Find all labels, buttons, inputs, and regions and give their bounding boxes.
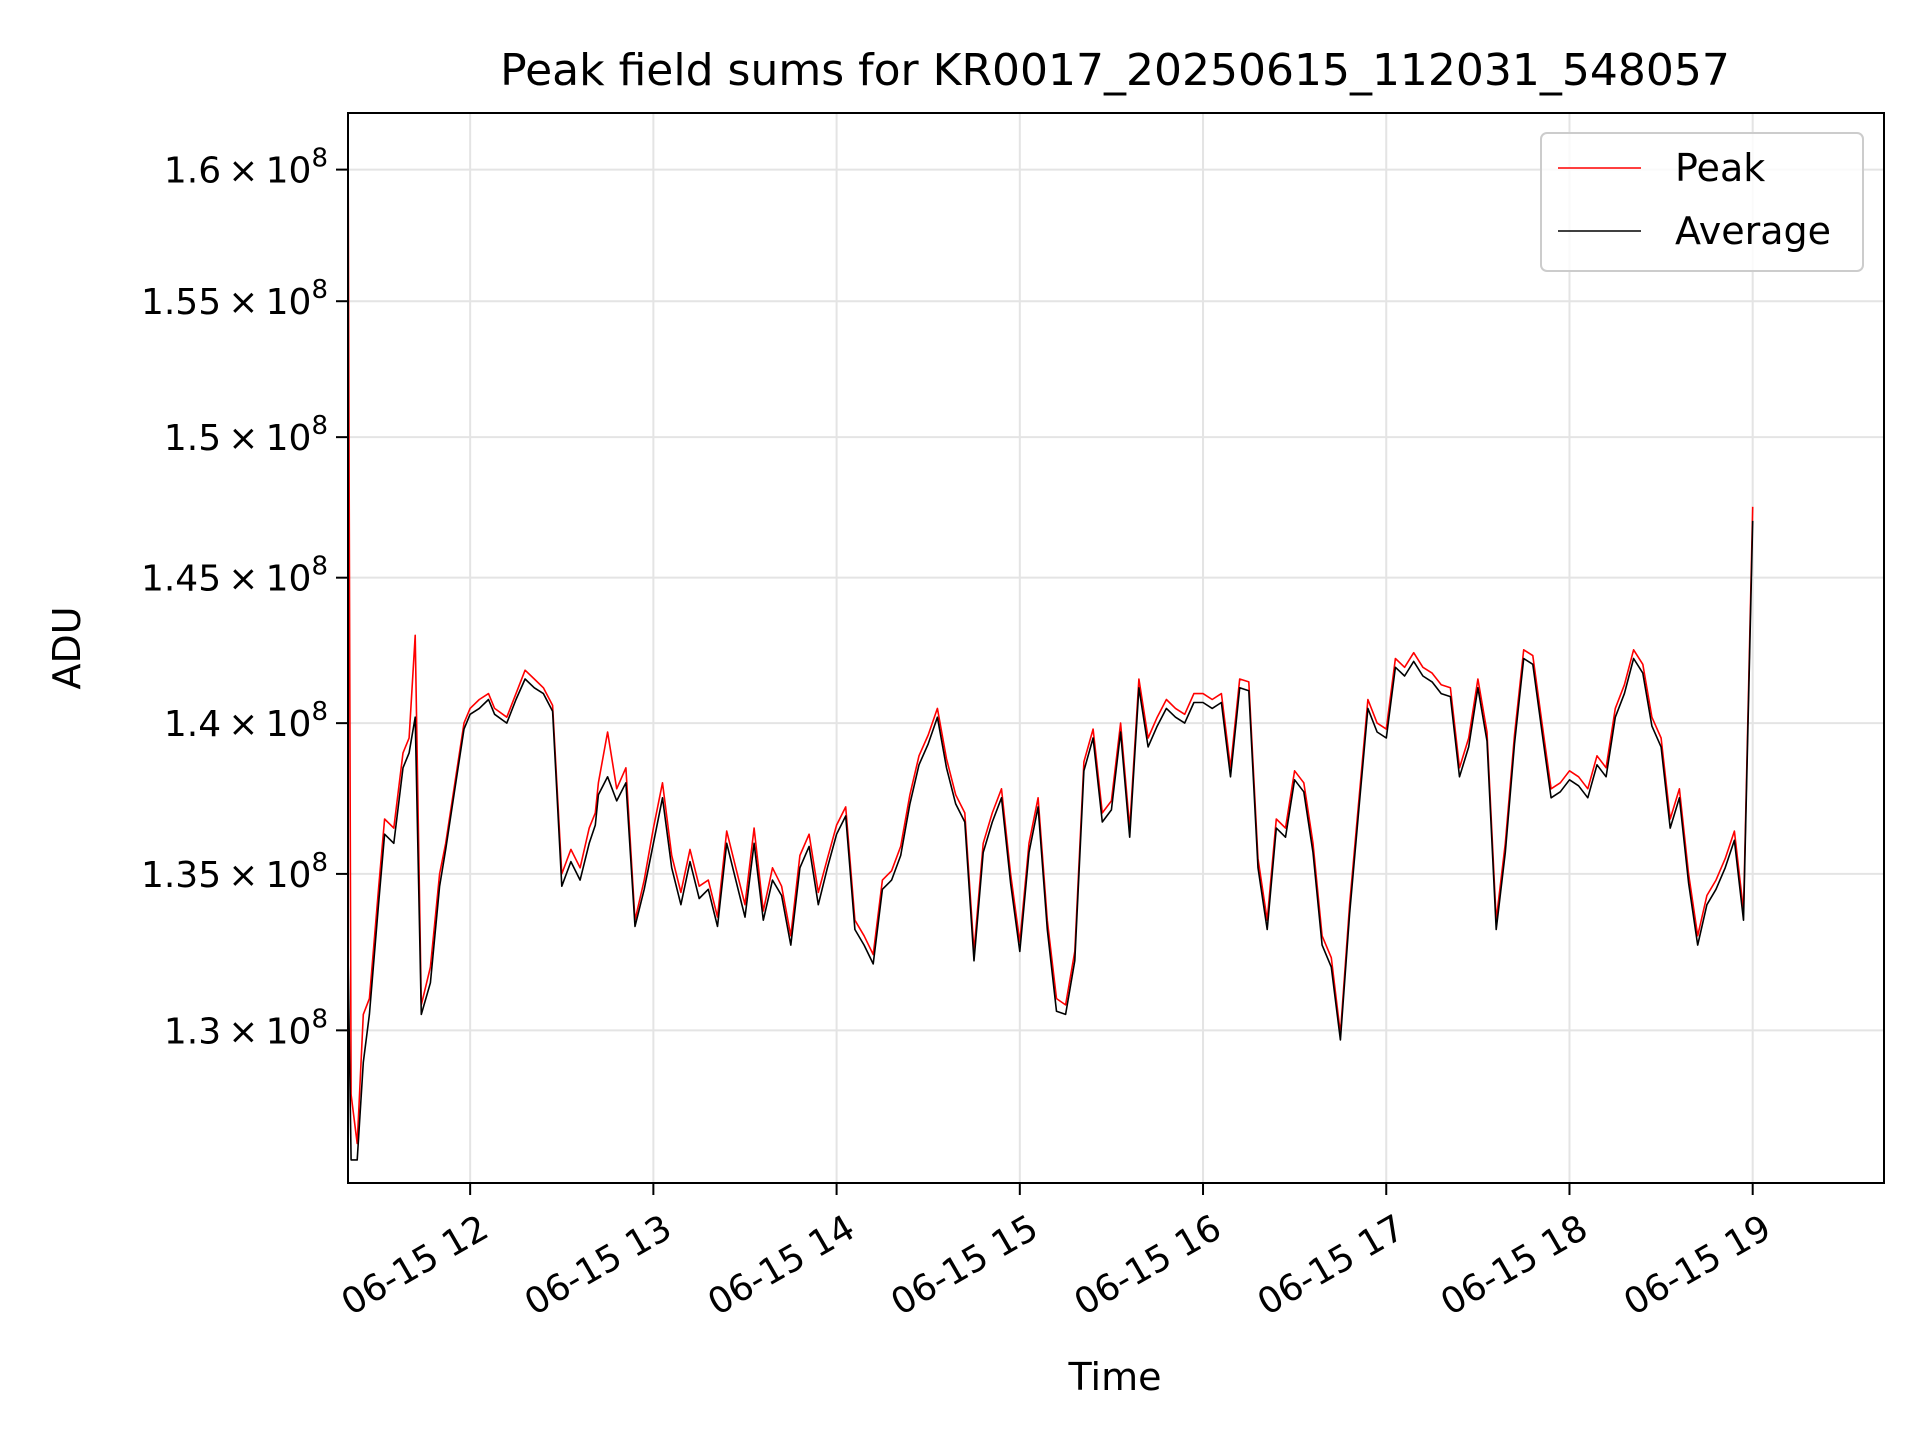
y-axis-label: ADU	[45, 606, 89, 689]
y-tick-label: 1.55 × 108	[141, 275, 328, 323]
plot-frame	[347, 112, 1885, 1184]
x-axis-label: Time	[1068, 1355, 1162, 1399]
y-tick-label: 1.3 × 108	[164, 1004, 328, 1052]
y-tick-label: 1.6 × 108	[164, 144, 328, 192]
grid	[348, 113, 1884, 1183]
y-tick-label: 1.45 × 108	[141, 552, 328, 600]
y-tick-label: 1.35 × 108	[141, 848, 328, 896]
legend: Peak Average	[1540, 132, 1864, 272]
plot-lines	[348, 118, 1754, 1161]
series-line-average	[348, 520, 1754, 1161]
y-tick-label: 1.5 × 108	[164, 411, 328, 459]
chart-title: Peak field sums for KR0017_20250615_1120…	[500, 45, 1730, 96]
y-axis-ticks: 1.3 × 108 1.35 × 108 1.4 × 108 1.45 × 108 1.…	[141, 144, 348, 1052]
legend-peak-label: Peak	[1675, 146, 1765, 190]
legend-average-label: Average	[1675, 209, 1831, 253]
y-tick-label: 1.4 × 108	[164, 697, 328, 745]
